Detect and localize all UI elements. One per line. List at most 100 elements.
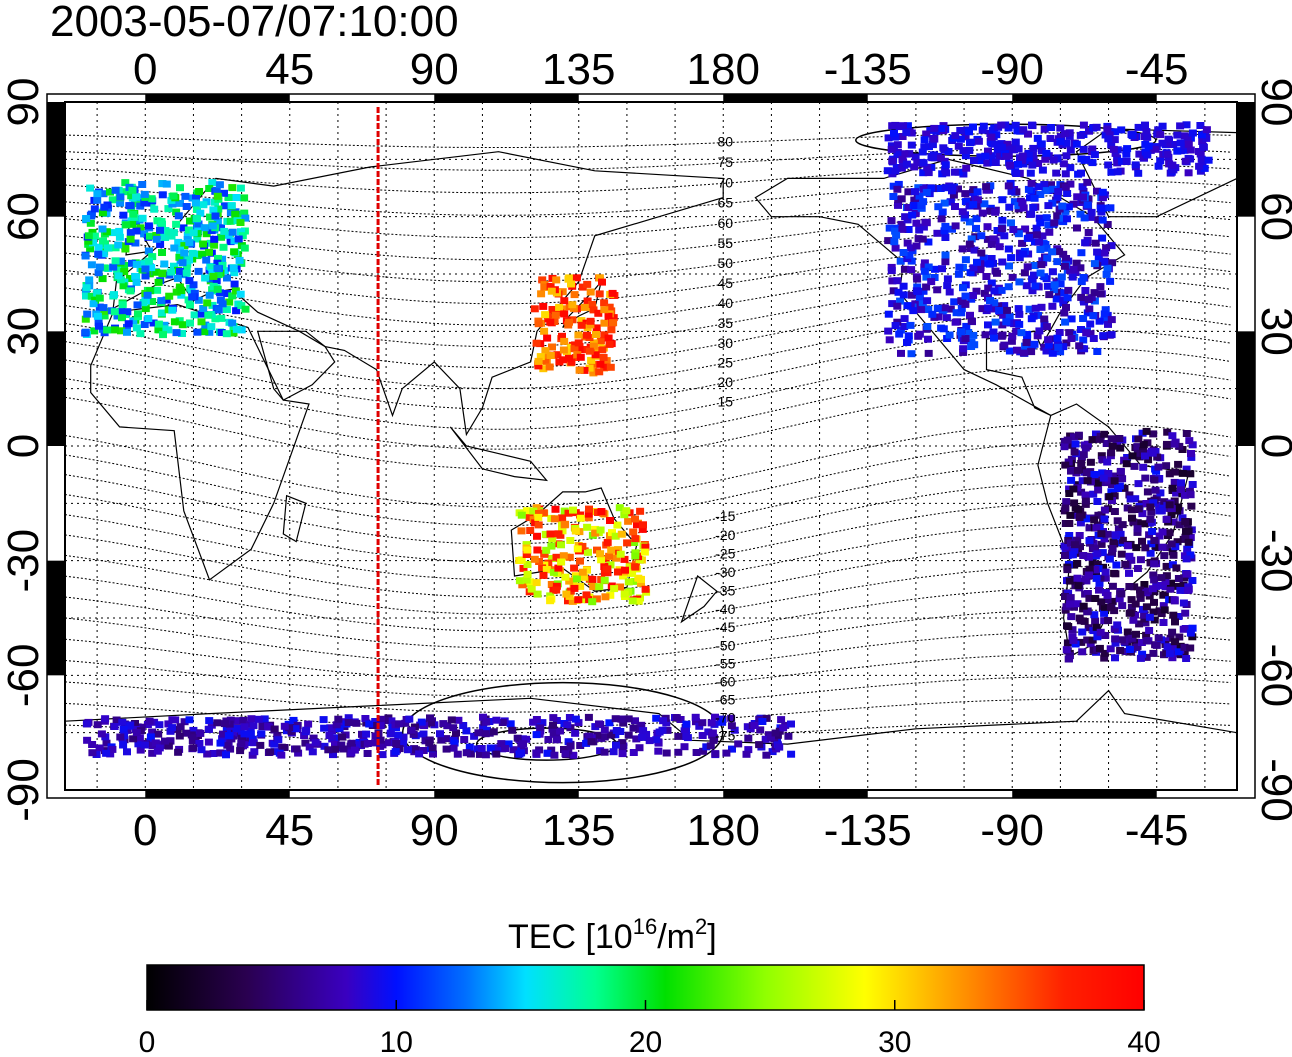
tec-pixel (1101, 568, 1110, 576)
tec-pixel (1160, 591, 1169, 599)
tec-pixel (212, 186, 221, 194)
tec-pixel (586, 317, 595, 325)
tec-pixel (952, 309, 961, 317)
tec-pixel (1122, 158, 1131, 165)
tec-pixel (1056, 280, 1065, 288)
tec-pixel (600, 576, 609, 584)
tec-pixel (888, 157, 897, 165)
tec-pixel (634, 597, 643, 605)
tec-pixel (1004, 182, 1013, 190)
tec-pixel (595, 290, 604, 298)
tec-pixel (178, 259, 187, 267)
tec-pixel (238, 210, 247, 218)
tec-pixel (572, 274, 581, 282)
tec-pixel (600, 319, 609, 327)
tec-pixel (208, 269, 217, 277)
tec-pixel (560, 297, 569, 305)
tec-pixel (743, 723, 752, 731)
tec-pixel (600, 331, 609, 339)
tec-pixel (920, 267, 929, 275)
tec-pixel (140, 261, 149, 268)
tec-pixel (419, 730, 428, 738)
tec-pixel (946, 198, 955, 206)
tec-pixel (1196, 122, 1205, 129)
tec-pixel (1100, 430, 1109, 438)
tec-pixel (1004, 245, 1013, 253)
tec-pixel (189, 229, 198, 237)
tec-pixel (1079, 315, 1088, 322)
tec-pixel (1088, 636, 1097, 644)
lon-tick-bottom: -45 (1125, 806, 1189, 855)
tec-pixel (561, 750, 570, 758)
tec-pixel (1079, 145, 1088, 153)
tec-pixel (539, 571, 548, 579)
tec-pixel (1125, 552, 1134, 560)
tec-pixel (939, 325, 948, 333)
tec-pixel (1111, 128, 1120, 136)
tec-pixel (1116, 467, 1125, 475)
mlat-contour (65, 179, 1231, 216)
tec-pixel (1023, 331, 1032, 338)
tec-pixel (617, 530, 626, 538)
tec-pixel (1163, 440, 1171, 448)
tec-pixel (992, 131, 1001, 139)
tec-pixel (442, 735, 451, 743)
tec-pixel (1179, 599, 1188, 607)
tec-pixel (534, 362, 543, 370)
tec-pixel (1048, 268, 1057, 276)
tec-pixel (965, 128, 973, 136)
tec-pixel (274, 736, 283, 744)
mlat-label-north: 20 (717, 374, 733, 390)
tec-pixel (332, 721, 341, 729)
tec-pixel (228, 292, 237, 300)
tec-pixel (1078, 628, 1087, 636)
tec-pixel (1011, 138, 1020, 146)
tec-pixel (911, 188, 919, 196)
mlat-contour (65, 609, 1231, 665)
tec-pixel (1036, 246, 1045, 253)
tec-pixel (140, 190, 149, 198)
tec-pixel (1053, 334, 1062, 342)
tec-pixel (1105, 555, 1114, 563)
mlat-label-south: -30 (715, 564, 735, 580)
tec-pixel (982, 186, 991, 194)
tec-pixel (517, 527, 526, 535)
tec-pixel (941, 184, 950, 192)
tec-pixel (122, 221, 131, 229)
tec-pixel (979, 254, 988, 262)
tec-pixel (1093, 498, 1102, 505)
tec-pixel (447, 716, 456, 724)
tec-pixel (417, 718, 426, 726)
tec-pixel (1188, 441, 1197, 449)
tec-pixel (182, 264, 191, 272)
tec-pixel (1123, 504, 1132, 512)
tec-pixel (1146, 146, 1155, 154)
tec-pixel (699, 747, 708, 755)
colorbar-tick-label: 40 (1127, 1026, 1160, 1057)
mlat-contour (65, 587, 1231, 649)
tec-pixel (429, 750, 437, 758)
tec-pixel (622, 507, 631, 515)
tec-pixel (1054, 188, 1063, 195)
tec-pixel (230, 237, 239, 245)
tec-pixel (230, 280, 239, 288)
tec-pixel (967, 295, 976, 303)
tec-pixel (969, 186, 978, 194)
tec-pixel (624, 715, 633, 723)
tec-pixel (158, 249, 166, 256)
tec-pixel (387, 717, 396, 725)
tec-pixel (910, 163, 919, 171)
tec-pixel (1161, 637, 1170, 645)
tec-pixel (1100, 258, 1109, 266)
tec-pixel (141, 265, 150, 273)
tec-pixel (939, 144, 948, 152)
tec-pixel (168, 724, 177, 732)
tec-pixel (1005, 262, 1013, 270)
tec-pixel (165, 292, 174, 300)
tec-pixel (1037, 261, 1046, 269)
tec-pixel (1197, 155, 1206, 163)
tec-pixel (718, 718, 727, 726)
tec-pixel (519, 564, 528, 572)
tec-pixel (81, 315, 90, 323)
tec-pixel (205, 328, 214, 336)
